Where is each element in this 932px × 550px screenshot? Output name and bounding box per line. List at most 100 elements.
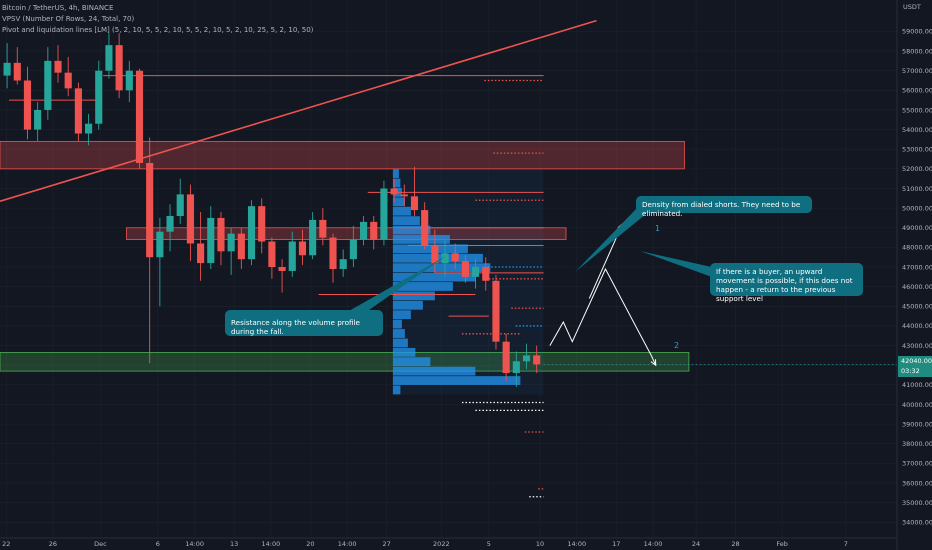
volume-profile-bar bbox=[392, 263, 491, 273]
candle-body bbox=[278, 267, 286, 271]
price-tick-label: 35000.00 bbox=[902, 499, 932, 507]
time-tick-label: Feb bbox=[776, 540, 788, 548]
last-price-tag: 42040.00 bbox=[898, 356, 932, 367]
price-tick-label: 45000.00 bbox=[902, 303, 932, 311]
candle-body bbox=[461, 261, 469, 277]
candle-body bbox=[166, 215, 174, 232]
candle-body bbox=[44, 60, 52, 110]
volume-profile-bar bbox=[392, 169, 399, 178]
time-tick-label: 28 bbox=[731, 540, 739, 548]
candle-body bbox=[207, 217, 215, 264]
trendline-group bbox=[0, 19, 597, 203]
price-tick-label: 56000.00 bbox=[902, 87, 932, 95]
volume-profile-bar bbox=[392, 206, 411, 216]
candle-body bbox=[186, 194, 194, 244]
callout-buyer-pointer bbox=[640, 251, 716, 277]
candle-body bbox=[237, 233, 245, 260]
time-tick-label: 24 bbox=[692, 540, 700, 548]
level-lines bbox=[8, 75, 897, 498]
candle-body bbox=[217, 217, 225, 252]
candle-body bbox=[146, 162, 154, 258]
volume-profile-bar bbox=[392, 338, 408, 348]
time-tick-label: 22 bbox=[2, 540, 10, 548]
candle-body bbox=[95, 70, 103, 124]
candle-body bbox=[441, 253, 449, 264]
time-axis: 22 26 Dec 6 14:00 13 14:00 20 14:00 27 2022 5 10 14:0… bbox=[0, 537, 897, 548]
volume-profile-bar bbox=[392, 366, 476, 376]
time-tick-label: 6 bbox=[156, 540, 160, 548]
candle-body bbox=[370, 221, 378, 240]
candle-body bbox=[390, 188, 398, 195]
time-tick-label: 2022 bbox=[433, 540, 450, 548]
candle-body bbox=[115, 45, 123, 91]
arrowhead-down bbox=[650, 359, 657, 367]
time-tick-label: Dec bbox=[94, 540, 107, 548]
volume-profile-bar bbox=[392, 376, 521, 385]
candle-body bbox=[339, 259, 347, 269]
time-tick-label: 14:00 bbox=[567, 540, 586, 548]
candle-body bbox=[135, 70, 144, 163]
price-tick-label: 39000.00 bbox=[902, 420, 932, 428]
volume-profile-bar bbox=[392, 385, 401, 395]
volume-profile-bar bbox=[392, 178, 401, 188]
volume-profile-bar bbox=[392, 225, 431, 235]
volume-profile-bar bbox=[392, 357, 431, 367]
time-tick-label: 27 bbox=[382, 540, 390, 548]
callout-resistance-pointer bbox=[340, 256, 446, 324]
candle-body bbox=[258, 206, 266, 242]
candle-body bbox=[431, 245, 439, 264]
price-tick-label: 43000.00 bbox=[902, 342, 932, 350]
volume-profile-bar bbox=[392, 216, 420, 226]
callout-connectors bbox=[340, 205, 716, 324]
candle-body bbox=[380, 188, 388, 240]
indicator-vpsv-label[interactable]: VPSV (Number Of Rows, 24, Total, 70) bbox=[2, 15, 135, 23]
candle-body bbox=[156, 231, 164, 258]
resistance-zone-upper bbox=[0, 140, 685, 170]
volume-profile-bar bbox=[392, 300, 423, 310]
candle-body bbox=[13, 62, 21, 81]
time-tick-label: 20 bbox=[306, 540, 314, 548]
candle-body bbox=[522, 355, 531, 362]
indicator-pivot-label[interactable]: Pivot and liquidation lines [LM] (5, 2, … bbox=[2, 26, 314, 34]
time-tick-label: 26 bbox=[49, 540, 57, 548]
zones bbox=[0, 140, 690, 372]
candle-body bbox=[410, 196, 419, 211]
volume-profile-bar bbox=[392, 272, 476, 282]
candle-body bbox=[85, 123, 93, 134]
candle-body bbox=[105, 45, 113, 71]
candle-body bbox=[54, 60, 62, 73]
price-tick-label: 51000.00 bbox=[902, 185, 932, 193]
volume-profile-bar bbox=[392, 282, 453, 291]
scenario-label-2: 2 bbox=[674, 341, 680, 350]
price-tick-label: 57000.00 bbox=[902, 67, 932, 75]
price-tick-label: 58000.00 bbox=[902, 47, 932, 55]
volume-profile-bar bbox=[392, 310, 411, 320]
candle-body bbox=[319, 219, 327, 238]
volume-profile-bar bbox=[392, 197, 405, 207]
volume-profile-bar bbox=[392, 347, 416, 357]
price-tick-label: 41000.00 bbox=[902, 381, 932, 389]
candle-body bbox=[533, 355, 541, 365]
candle-body bbox=[349, 239, 357, 260]
candle-body bbox=[309, 219, 317, 256]
candle-body bbox=[268, 241, 276, 268]
candle-body bbox=[23, 80, 32, 130]
price-tick-label: 36000.00 bbox=[902, 479, 932, 487]
price-tick-label: 34000.00 bbox=[902, 519, 932, 527]
currency-label: USDT bbox=[903, 3, 921, 11]
candles bbox=[3, 33, 541, 387]
callout-resistance: Resistance along the volume profile duri… bbox=[225, 310, 383, 336]
candle-body bbox=[227, 233, 235, 252]
candle-body bbox=[502, 341, 510, 374]
symbol-title[interactable]: Bitcoin / TetherUS, 4h, BINANCE bbox=[2, 4, 114, 12]
volume-profile-bar bbox=[392, 291, 435, 301]
volume-profile-bar bbox=[392, 329, 405, 338]
price-tick-label: 55000.00 bbox=[902, 106, 932, 114]
candle-body bbox=[482, 267, 490, 281]
candle-body bbox=[451, 253, 459, 262]
projection-arrow-down bbox=[650, 355, 657, 366]
price-tick-label: 37000.00 bbox=[902, 460, 932, 468]
callout-buyer: If there is a buyer, an upward movement … bbox=[710, 263, 863, 303]
price-tick-label: 53000.00 bbox=[902, 146, 932, 154]
